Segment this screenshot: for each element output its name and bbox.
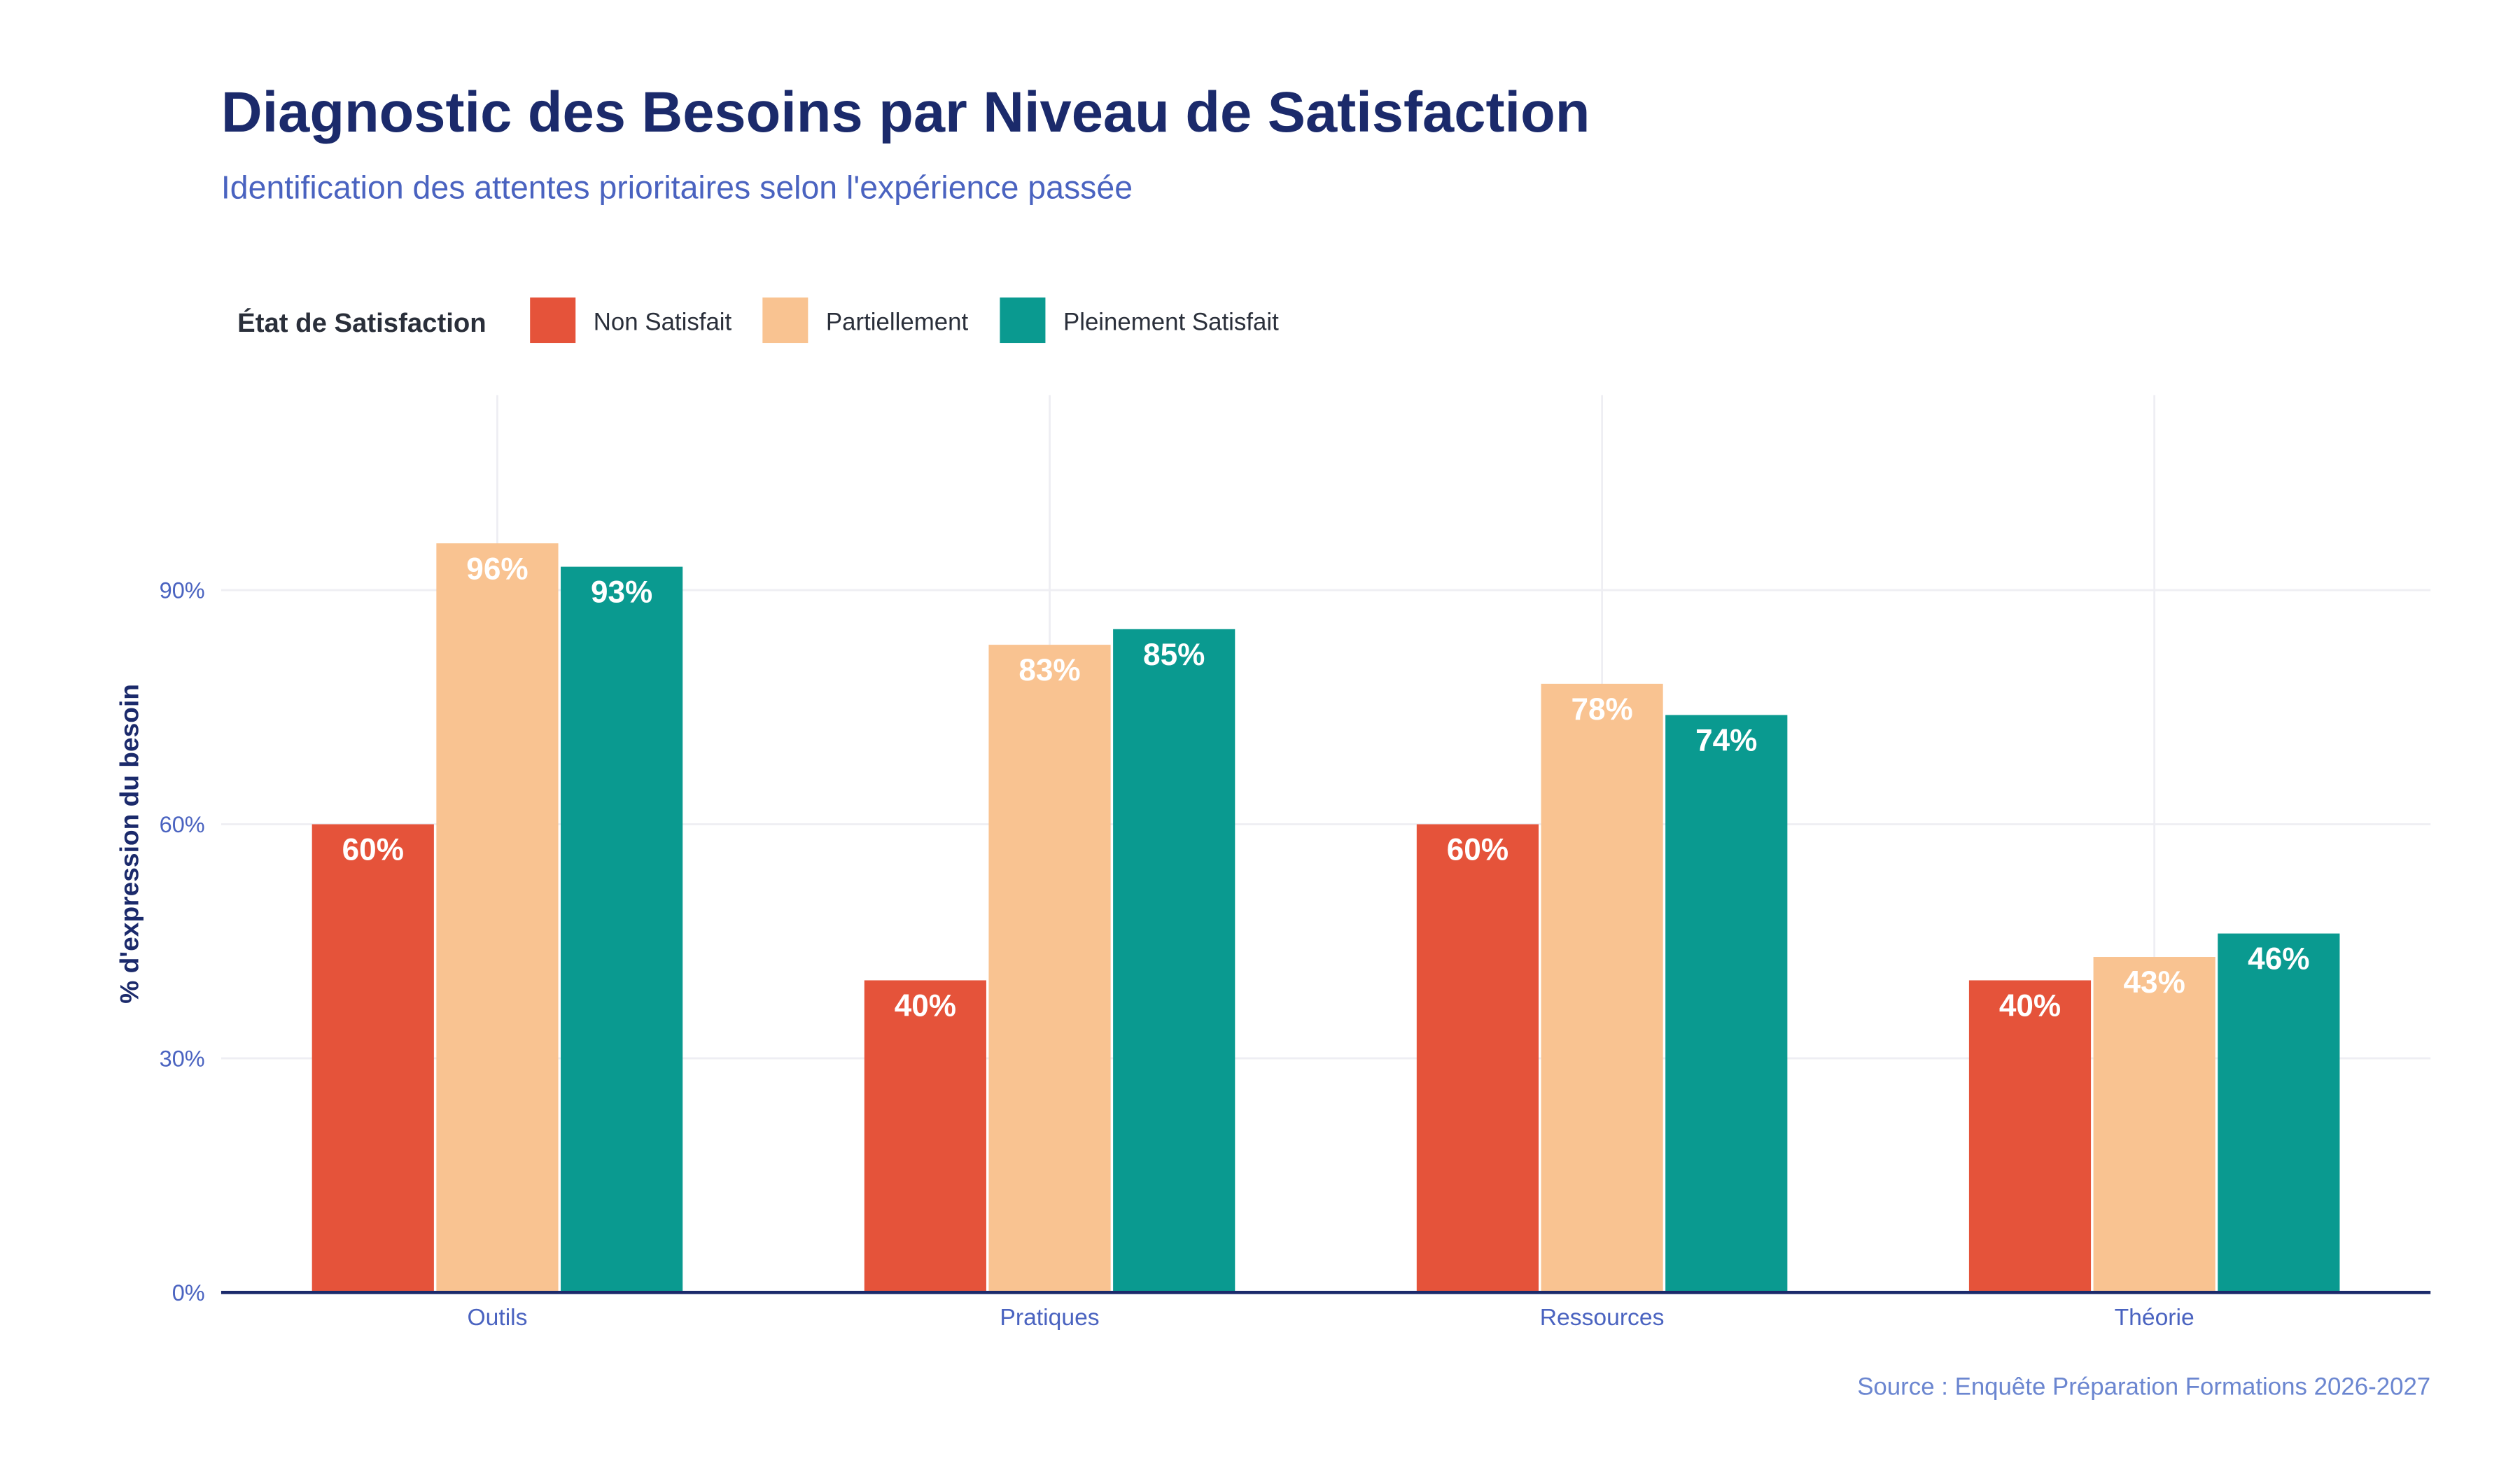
bar-data-label: 40% <box>895 989 956 1023</box>
chart-subtitle: Identification des attentes prioritaires… <box>221 169 1133 205</box>
y-tick-label: 60% <box>160 812 205 837</box>
x-tick-label: Outils <box>467 1305 527 1331</box>
y-tick-label: 30% <box>160 1046 205 1072</box>
bar-data-label: 85% <box>1143 638 1205 672</box>
y-axis-label: % d'expression du besoin <box>114 684 144 1004</box>
bar <box>2093 957 2216 1293</box>
x-tick-label: Théorie <box>2115 1305 2194 1331</box>
x-tick-label: Pratiques <box>1000 1305 1099 1331</box>
bar-data-label: 46% <box>2248 942 2309 976</box>
bar <box>436 543 559 1293</box>
bar <box>1416 824 1539 1293</box>
source-note: Source : Enquête Préparation Formations … <box>1857 1373 2430 1401</box>
legend: État de Satisfaction Non Satisfait Partie… <box>237 298 1279 344</box>
bar <box>864 980 986 1293</box>
bar <box>2218 933 2340 1293</box>
bar <box>988 645 1111 1293</box>
bar-data-label: 40% <box>1999 989 2061 1023</box>
bar <box>1113 629 1236 1293</box>
legend-item-label: Pleinement Satisfait <box>1063 308 1279 335</box>
bar <box>561 566 683 1293</box>
bar-data-label: 93% <box>591 575 652 610</box>
bar-data-label: 60% <box>342 833 404 867</box>
bar-data-label: 60% <box>1447 833 1508 867</box>
bar-data-label: 74% <box>1695 724 1757 758</box>
y-tick-label: 90% <box>160 578 205 603</box>
legend-item-label: Partiellement <box>826 308 969 335</box>
chart-title: Diagnostic des Besoins par Niveau de Sat… <box>221 80 1590 144</box>
bar <box>1541 683 1663 1293</box>
bar-data-label: 43% <box>2124 965 2185 1000</box>
legend-swatch <box>530 298 576 344</box>
bar <box>1665 715 1788 1293</box>
bar <box>1968 980 2092 1293</box>
bar-data-label: 83% <box>1018 653 1080 687</box>
legend-swatch <box>1000 298 1046 344</box>
y-tick-label: 0% <box>172 1280 205 1306</box>
bar-data-label: 96% <box>466 552 528 586</box>
bar <box>312 824 434 1293</box>
axes: 0% 30% 60% 90% Outils Pratiques Ressources Théo… <box>160 578 2431 1331</box>
legend-swatch <box>762 298 808 344</box>
x-tick-label: Ressources <box>1540 1305 1665 1331</box>
bars: 60% 40% 60% 40% 96% 83% 78% 43% 93% 85% 74% 46% <box>312 543 2340 1293</box>
legend-item-label: Non Satisfait <box>594 308 732 335</box>
bar-data-label: 78% <box>1571 692 1632 727</box>
legend-title: État de Satisfaction <box>237 307 486 338</box>
